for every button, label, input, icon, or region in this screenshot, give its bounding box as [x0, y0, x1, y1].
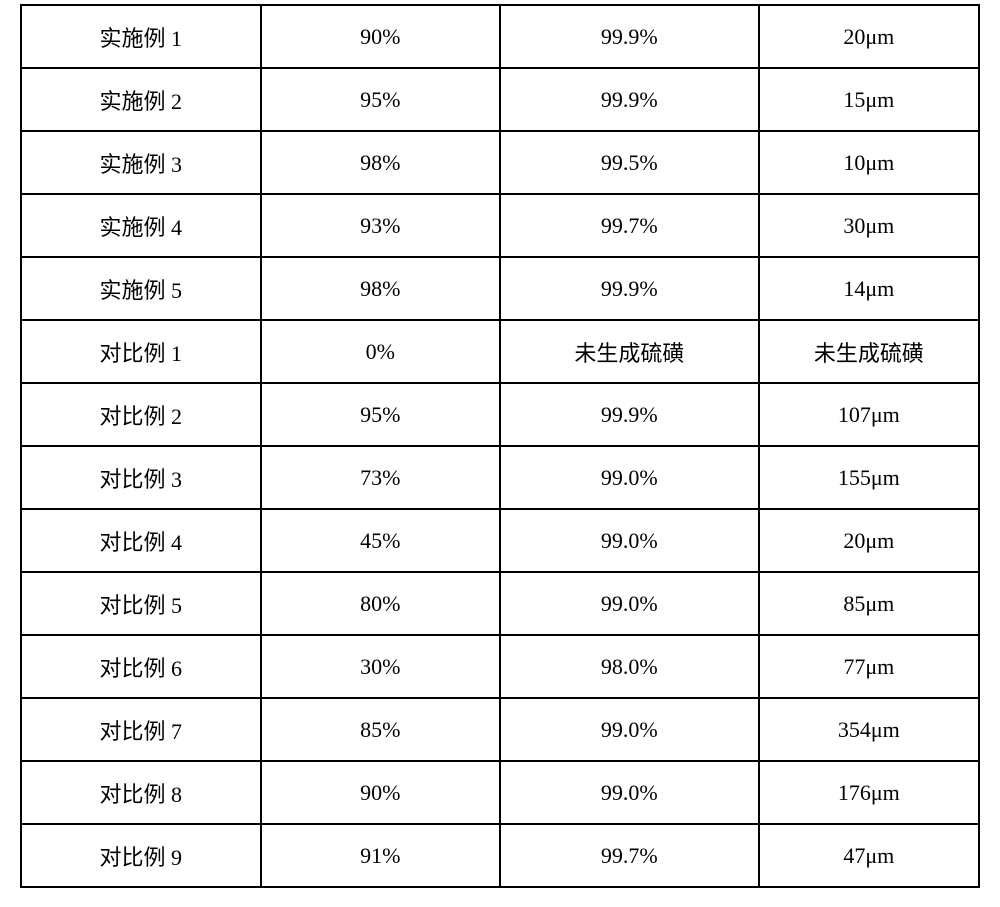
table-row: 实施例 1 90% 99.9% 20μm	[21, 5, 979, 68]
cell-value: 93%	[261, 194, 501, 257]
cell-value: 176μm	[759, 761, 979, 824]
cell-label: 实施例 3	[21, 131, 261, 194]
table-row: 对比例 7 85% 99.0% 354μm	[21, 698, 979, 761]
cell-label: 实施例 5	[21, 257, 261, 320]
cell-label: 对比例 1	[21, 320, 261, 383]
cell-value: 14μm	[759, 257, 979, 320]
cell-value: 98%	[261, 257, 501, 320]
cell-value: 30%	[261, 635, 501, 698]
cell-value: 90%	[261, 761, 501, 824]
cell-label: 对比例 7	[21, 698, 261, 761]
cell-value: 99.7%	[500, 194, 759, 257]
cell-value: 47μm	[759, 824, 979, 887]
cell-value: 155μm	[759, 446, 979, 509]
cell-value: 80%	[261, 572, 501, 635]
cell-label: 实施例 1	[21, 5, 261, 68]
cell-label: 实施例 4	[21, 194, 261, 257]
cell-value: 99.9%	[500, 68, 759, 131]
table-row: 对比例 4 45% 99.0% 20μm	[21, 509, 979, 572]
cell-value: 99.9%	[500, 383, 759, 446]
cell-value: 未生成硫磺	[500, 320, 759, 383]
cell-value: 90%	[261, 5, 501, 68]
cell-value: 99.0%	[500, 698, 759, 761]
cell-label: 对比例 5	[21, 572, 261, 635]
cell-value: 99.0%	[500, 572, 759, 635]
cell-value: 95%	[261, 68, 501, 131]
table-row: 对比例 5 80% 99.0% 85μm	[21, 572, 979, 635]
cell-value: 未生成硫磺	[759, 320, 979, 383]
cell-label: 对比例 2	[21, 383, 261, 446]
table-container: 实施例 1 90% 99.9% 20μm 实施例 2 95% 99.9% 15μ…	[20, 0, 980, 888]
table-row: 对比例 3 73% 99.0% 155μm	[21, 446, 979, 509]
table-row: 对比例 9 91% 99.7% 47μm	[21, 824, 979, 887]
table-row: 实施例 3 98% 99.5% 10μm	[21, 131, 979, 194]
cell-value: 99.0%	[500, 509, 759, 572]
table-row: 实施例 5 98% 99.9% 14μm	[21, 257, 979, 320]
table-row: 对比例 8 90% 99.0% 176μm	[21, 761, 979, 824]
cell-value: 99.0%	[500, 761, 759, 824]
cell-value: 99.9%	[500, 257, 759, 320]
table-row: 对比例 2 95% 99.9% 107μm	[21, 383, 979, 446]
cell-value: 99.0%	[500, 446, 759, 509]
table-row: 实施例 2 95% 99.9% 15μm	[21, 68, 979, 131]
cell-value: 30μm	[759, 194, 979, 257]
cell-value: 99.9%	[500, 5, 759, 68]
cell-value: 20μm	[759, 509, 979, 572]
cell-label: 对比例 3	[21, 446, 261, 509]
table-row: 对比例 6 30% 98.0% 77μm	[21, 635, 979, 698]
cell-value: 99.7%	[500, 824, 759, 887]
cell-value: 95%	[261, 383, 501, 446]
cell-value: 85%	[261, 698, 501, 761]
cell-value: 15μm	[759, 68, 979, 131]
table-body: 实施例 1 90% 99.9% 20μm 实施例 2 95% 99.9% 15μ…	[21, 5, 979, 887]
cell-label: 实施例 2	[21, 68, 261, 131]
cell-label: 对比例 6	[21, 635, 261, 698]
cell-value: 354μm	[759, 698, 979, 761]
cell-value: 85μm	[759, 572, 979, 635]
cell-value: 77μm	[759, 635, 979, 698]
cell-label: 对比例 9	[21, 824, 261, 887]
cell-value: 98%	[261, 131, 501, 194]
cell-value: 73%	[261, 446, 501, 509]
cell-value: 91%	[261, 824, 501, 887]
cell-value: 98.0%	[500, 635, 759, 698]
table-row: 对比例 1 0% 未生成硫磺 未生成硫磺	[21, 320, 979, 383]
cell-value: 20μm	[759, 5, 979, 68]
data-table: 实施例 1 90% 99.9% 20μm 实施例 2 95% 99.9% 15μ…	[20, 4, 980, 888]
cell-label: 对比例 4	[21, 509, 261, 572]
cell-value: 10μm	[759, 131, 979, 194]
cell-value: 107μm	[759, 383, 979, 446]
cell-value: 0%	[261, 320, 501, 383]
cell-label: 对比例 8	[21, 761, 261, 824]
cell-value: 45%	[261, 509, 501, 572]
table-row: 实施例 4 93% 99.7% 30μm	[21, 194, 979, 257]
cell-value: 99.5%	[500, 131, 759, 194]
